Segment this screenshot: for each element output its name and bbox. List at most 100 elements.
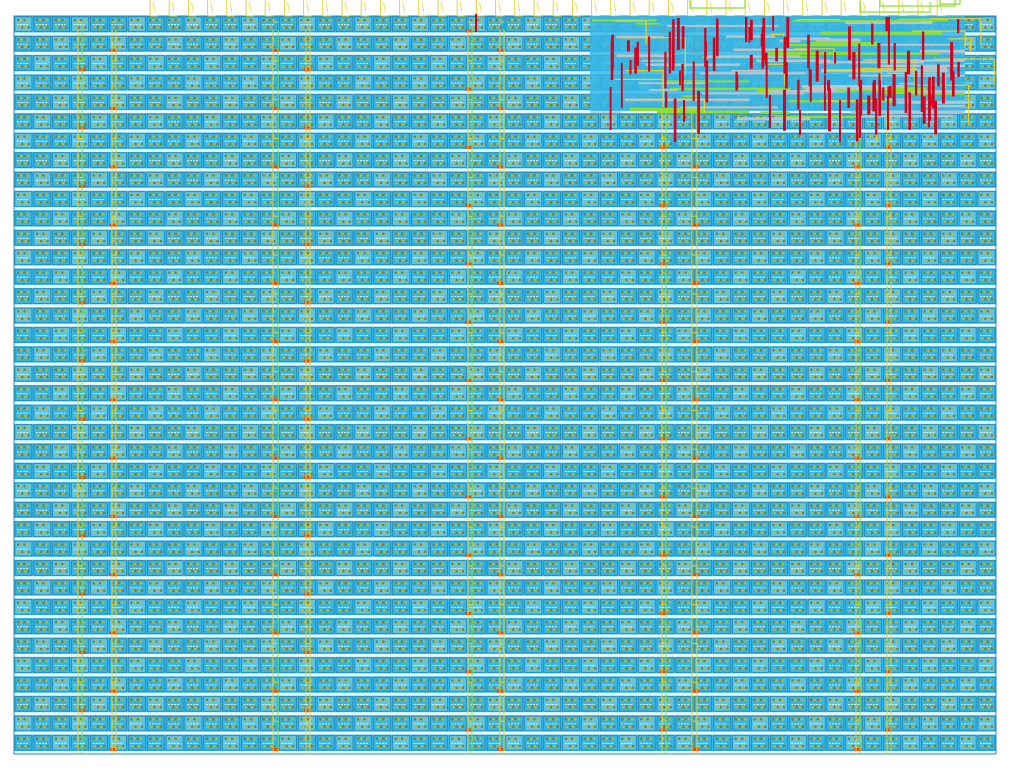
cell-pin [649, 154, 653, 158]
standard-cell [392, 152, 410, 168]
cell-pin [363, 174, 366, 177]
cell-pin [121, 154, 124, 158]
cell-pin [338, 116, 341, 119]
cell-pin [817, 123, 820, 126]
standard-cell [109, 36, 127, 52]
cell-pin [115, 162, 118, 165]
cell-pin [509, 26, 512, 29]
cell-pin [300, 19, 303, 22]
cell-pin [545, 38, 548, 41]
cell-pin [152, 116, 155, 119]
cell-pin [213, 162, 216, 165]
cell-pin [420, 135, 423, 138]
cell-pin [367, 65, 370, 68]
cell-pin [263, 201, 266, 204]
standard-cell [373, 94, 391, 110]
cell-pin [141, 45, 144, 48]
cell-pin [424, 142, 427, 146]
cell-pin [414, 123, 417, 126]
cell-pin [206, 201, 209, 204]
standard-cell [826, 133, 845, 149]
cell-pin [945, 135, 948, 138]
cell-pin [414, 142, 417, 146]
cell-pin [339, 123, 342, 126]
cell-pin [134, 181, 137, 184]
cell-pin [43, 26, 46, 29]
cell-pin [556, 162, 559, 165]
cell-pin [461, 77, 464, 80]
standard-cell [977, 94, 996, 110]
cell-pin [474, 201, 477, 204]
cell-pin [414, 65, 417, 68]
cell-pin [232, 65, 235, 68]
cell-pin [451, 57, 454, 60]
cell-pin [436, 201, 439, 204]
standard-cell [52, 75, 70, 90]
cell-pin [772, 174, 775, 177]
cell-pin [193, 77, 196, 80]
cell-pin [489, 116, 492, 119]
cell-pin [423, 19, 426, 22]
cell-pin [556, 142, 559, 146]
cell-pin [269, 26, 273, 29]
cell-pin [961, 174, 964, 177]
cell-pin [83, 135, 86, 138]
cell-pin [527, 181, 531, 184]
cell-pin [499, 104, 502, 107]
cell-pin [421, 65, 424, 68]
cell-pin [436, 65, 439, 68]
cell-pin [989, 77, 992, 80]
standard-cell [373, 191, 391, 207]
cell-pin [572, 181, 575, 184]
cell-pin [759, 154, 763, 158]
standard-cell [52, 152, 70, 168]
cell-pin [492, 135, 495, 138]
cell-pin [134, 65, 137, 68]
cell-pin [613, 142, 616, 146]
cell-pin [851, 135, 854, 138]
cell-pin [23, 174, 26, 177]
cell-pin [546, 142, 549, 146]
cell-pin [235, 104, 238, 107]
cell-pin [462, 65, 465, 68]
cell-pin [112, 45, 115, 48]
cell-pin [17, 154, 20, 158]
cell-pin [172, 104, 175, 107]
cell-pin [46, 142, 49, 146]
standard-cell [52, 113, 70, 129]
cell-pin [432, 174, 435, 177]
cell-pin [509, 45, 512, 48]
cell-pin [575, 84, 578, 87]
cell-pin [338, 96, 341, 99]
cell-pin [556, 84, 559, 87]
cell-pin [660, 123, 663, 126]
cell-pin [136, 38, 139, 41]
standard-cell [184, 152, 203, 168]
cell-pin [380, 201, 383, 204]
cell-pin [59, 162, 62, 165]
cell-pin [470, 154, 473, 158]
cell-pin [224, 116, 227, 119]
standard-cell [600, 113, 618, 129]
cell-pin [92, 96, 95, 99]
cell-pin [461, 116, 464, 119]
cell-pin [697, 162, 700, 165]
cell-pin [326, 45, 329, 48]
cell-pin [980, 135, 983, 138]
cell-pin [80, 19, 83, 22]
cell-pin [971, 84, 975, 87]
cell-pin [477, 123, 480, 126]
cell-pin [533, 154, 536, 158]
cell-pin [171, 77, 174, 80]
cell-pin [984, 84, 987, 87]
cell-pin [136, 154, 139, 158]
cell-pin [291, 174, 294, 177]
cell-pin [838, 154, 841, 158]
cell-pin [515, 45, 518, 48]
cell-pin [40, 142, 43, 146]
cell-pin [893, 162, 896, 165]
cell-pin [892, 135, 895, 138]
cell-pin [357, 181, 361, 184]
cell-pin [338, 154, 341, 158]
